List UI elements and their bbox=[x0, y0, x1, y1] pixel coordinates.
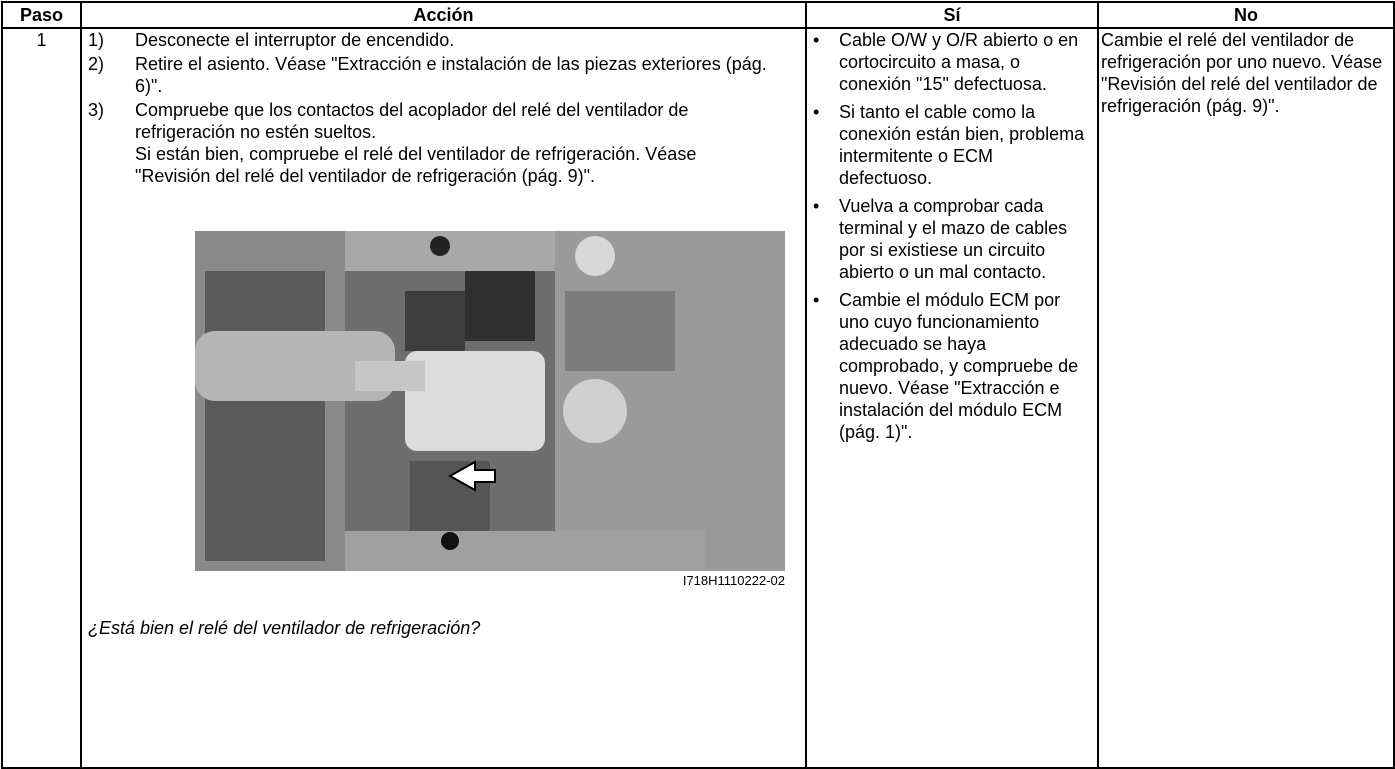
yes-text: Vuelva a comprobar cada terminal y el ma… bbox=[839, 196, 1068, 282]
header-cell: Paso bbox=[1, 1, 82, 29]
action-cell: 1) Desconecte el interruptor de encendid… bbox=[80, 27, 807, 769]
item-number: 1) bbox=[88, 30, 105, 50]
item-number: 3) bbox=[88, 100, 105, 120]
yes-item: • Cambie el módulo ECM por uno cuyo funci… bbox=[807, 289, 1097, 449]
item-text: Compruebe que los contactos del acoplado… bbox=[135, 100, 689, 142]
no-text: Cambie el relé del ventilador de refrige… bbox=[1101, 30, 1383, 116]
header-cell: Sí bbox=[805, 1, 1099, 29]
header-cell: No bbox=[1097, 1, 1395, 29]
header-row: Paso Acción Sí No bbox=[1, 1, 1395, 29]
item-text: Retire el asiento. Véase "Extracción e i… bbox=[135, 54, 767, 96]
yes-cell: • Cable O/W y O/R abierto o en cortocircu… bbox=[805, 27, 1099, 769]
yes-item: • Si tanto el cable como la conexión está… bbox=[807, 101, 1097, 195]
action-item: 3) Compruebe que los contactos del acopl… bbox=[88, 99, 805, 187]
yes-item: • Vuelva a comprobar cada terminal y el m… bbox=[807, 195, 1097, 289]
yes-text: Cambie el módulo ECM por uno cuyo funcio… bbox=[839, 290, 1079, 442]
yes-list: • Cable O/W y O/R abierto o en cortocircu… bbox=[807, 29, 1097, 449]
image-caption: I718H1110222-02 bbox=[682, 573, 785, 588]
item-text: Desconecte el interruptor de encendido. bbox=[135, 30, 455, 50]
step-number: 1 bbox=[36, 30, 47, 50]
action-item: 2) Retire el asiento. Véase "Extracción … bbox=[88, 53, 805, 97]
header-cell: Acción bbox=[80, 1, 807, 29]
step-row: 1 1) Desconecte el interruptor de encend… bbox=[1, 27, 1395, 769]
yes-item: • Cable O/W y O/R abierto o en cortocircu… bbox=[807, 29, 1097, 101]
action-item: 1) Desconecte el interruptor de encendid… bbox=[88, 29, 805, 51]
relay-photo bbox=[195, 231, 785, 571]
question: ¿Está bien el relé del ventilador de ref… bbox=[88, 618, 481, 638]
item-number: 2) bbox=[88, 54, 105, 74]
yes-text: Cable O/W y O/R abierto o en cortocircui… bbox=[839, 30, 1079, 94]
no-cell: Cambie el relé del ventilador de refrige… bbox=[1097, 27, 1395, 769]
yes-text: Si tanto el cable como la conexión están… bbox=[839, 102, 1085, 188]
item-text: Si están bien, compruebe el relé del ven… bbox=[135, 144, 697, 186]
action-list: 1) Desconecte el interruptor de encendid… bbox=[82, 29, 805, 187]
step-cell: 1 bbox=[1, 27, 82, 769]
